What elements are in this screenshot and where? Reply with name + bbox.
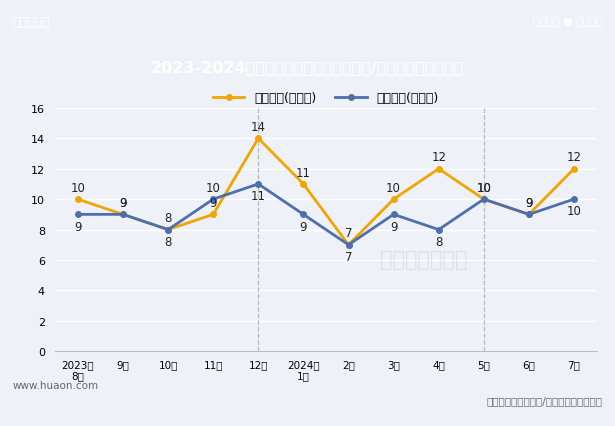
- Text: 9: 9: [390, 220, 397, 233]
- Text: 9: 9: [74, 220, 82, 233]
- Text: 7: 7: [345, 250, 352, 264]
- Text: 10: 10: [206, 181, 221, 194]
- Text: 9: 9: [525, 196, 533, 210]
- Text: 9: 9: [119, 196, 127, 210]
- Text: 2023-2024年广州南沙新区（境内目的地/货源地）进、出口额: 2023-2024年广州南沙新区（境内目的地/货源地）进、出口额: [151, 60, 464, 75]
- Text: 9: 9: [210, 196, 217, 210]
- Text: 10: 10: [477, 181, 491, 194]
- Text: 10: 10: [477, 181, 491, 194]
- Text: 资料来源：中国海关/华经产业研究院整理: 资料来源：中国海关/华经产业研究院整理: [486, 395, 603, 405]
- Text: 10: 10: [566, 205, 581, 218]
- Text: 华经产业研究院: 华经产业研究院: [379, 249, 467, 269]
- Text: 11: 11: [251, 190, 266, 203]
- Text: 9: 9: [119, 196, 127, 210]
- Text: 10: 10: [386, 181, 401, 194]
- Text: 11: 11: [296, 166, 311, 179]
- Text: 8: 8: [164, 235, 172, 248]
- Text: 14: 14: [251, 121, 266, 134]
- Text: 10: 10: [71, 181, 85, 194]
- Text: 12: 12: [566, 151, 582, 164]
- Text: 12: 12: [431, 151, 446, 164]
- Text: www.huaon.com: www.huaon.com: [12, 380, 98, 390]
- Text: 8: 8: [435, 235, 442, 248]
- Text: 专业严谨 ● 客观科学: 专业严谨 ● 客观科学: [533, 17, 603, 27]
- Text: 9: 9: [300, 220, 307, 233]
- Text: 华经情报网: 华经情报网: [12, 16, 50, 29]
- Legend: 出口总额(亿美元), 进口总额(亿美元): 出口总额(亿美元), 进口总额(亿美元): [208, 87, 444, 110]
- Text: 8: 8: [164, 212, 172, 225]
- Text: 7: 7: [345, 227, 352, 240]
- Text: 9: 9: [525, 196, 533, 210]
